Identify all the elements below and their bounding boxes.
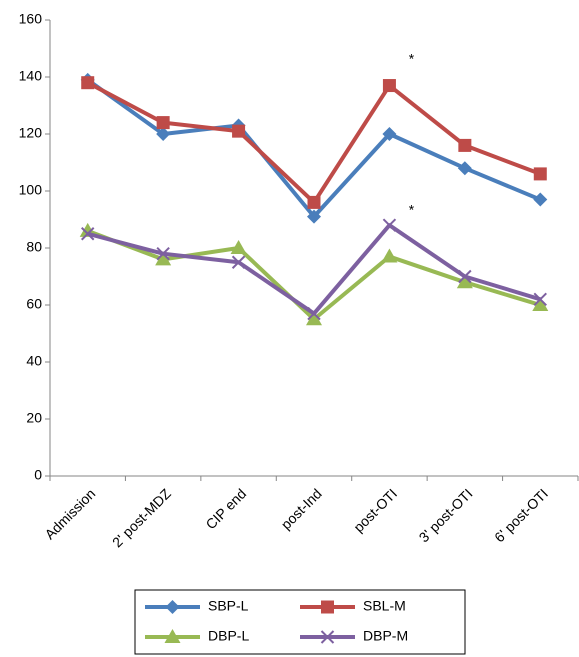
- point: [382, 218, 397, 232]
- point: [307, 195, 321, 209]
- x-tick-label: 2' post-MDZ: [109, 485, 174, 550]
- point: [382, 127, 397, 141]
- y-tick-label: 60: [26, 296, 42, 312]
- x-tick-label: post-OTI: [350, 485, 400, 535]
- point: [381, 248, 398, 263]
- legend-marker: [164, 629, 181, 643]
- point: [532, 297, 549, 311]
- point: [231, 255, 246, 269]
- series-line: [87, 223, 541, 316]
- y-tick-label: 160: [19, 11, 43, 27]
- y-tick-label: 20: [26, 410, 42, 426]
- x-tick-label: Admission: [41, 485, 98, 542]
- legend-label: SBP-L: [208, 598, 249, 614]
- point: [156, 246, 170, 261]
- point: [533, 167, 547, 181]
- point: [307, 209, 321, 224]
- point: [156, 127, 171, 141]
- legend-label: DBP-L: [208, 628, 249, 644]
- point: [307, 306, 321, 321]
- y-tick-label: 80: [26, 239, 42, 255]
- point: [533, 292, 547, 307]
- x-tick-label: post-Ind: [278, 485, 325, 532]
- x-tick-label: 3' post-OTI: [416, 485, 476, 545]
- x-tick-label: CIP end: [202, 485, 249, 532]
- point: [156, 116, 170, 130]
- legend-box: [134, 589, 466, 655]
- point: [230, 240, 247, 254]
- y-tick-label: 100: [19, 182, 43, 198]
- point: [81, 227, 95, 241]
- y-tick-label: 0: [34, 467, 42, 483]
- y-tick-label: 40: [26, 353, 42, 369]
- legend-label: SBL-M: [363, 598, 406, 614]
- annotation: *: [409, 202, 415, 218]
- series-line: [87, 229, 541, 322]
- y-tick-label: 120: [19, 125, 43, 141]
- y-tick-label: 140: [19, 68, 43, 84]
- point: [81, 76, 95, 90]
- point: [458, 269, 472, 284]
- legend-marker: [165, 600, 180, 614]
- legend-label: DBP-M: [363, 628, 408, 644]
- series-line: [86, 80, 541, 205]
- point: [382, 79, 396, 93]
- point: [232, 124, 246, 138]
- point: [155, 251, 172, 266]
- point: [306, 311, 322, 326]
- legend-marker: [321, 600, 334, 614]
- point: [533, 192, 548, 207]
- point: [456, 274, 473, 289]
- annotation: *: [409, 51, 415, 67]
- point: [457, 161, 472, 176]
- legend-marker: [320, 630, 335, 644]
- point: [458, 138, 472, 152]
- x-tick-label: 6' post-OTI: [491, 485, 551, 545]
